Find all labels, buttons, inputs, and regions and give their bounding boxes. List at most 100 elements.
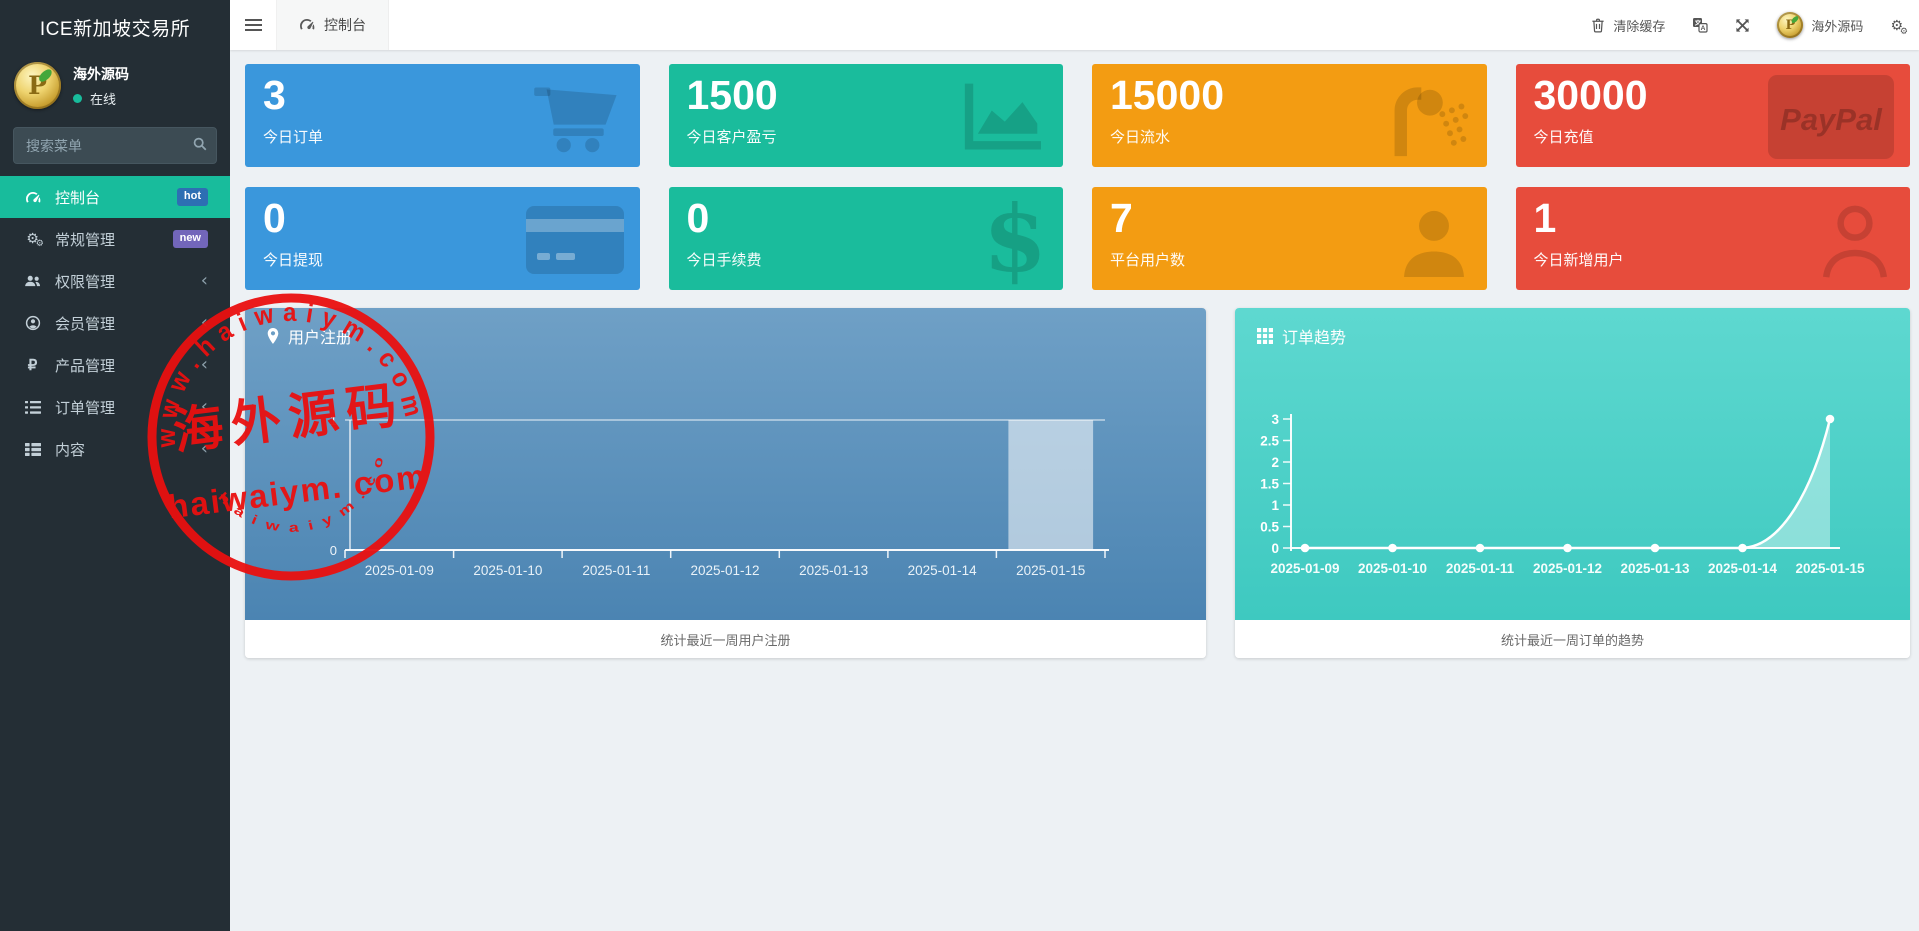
map-pin-icon [267,328,279,344]
stat-label: 今日客户盈亏 [686,128,777,146]
stat-card-new-users: 1 今日新增用户 [1515,187,1910,290]
svg-text:2025-01-12: 2025-01-12 [1533,561,1602,576]
chart-footer-caption: 统计最近一周用户注册 [245,620,1206,658]
order-trend-plot: 0 0.5 1 1.5 2 2.5 3 2025-01-09 2025-01-10 2025-01… [1260,412,1865,576]
svg-text:2025-01-14: 2025-01-14 [908,563,978,578]
search-input[interactable] [13,127,217,164]
chart-panel-user-registration: 用户注册 2025-01-09 2025-01-10 2025-01-11 2025-… [245,308,1206,658]
stat-card-today-fee: 0 今日手续费 $ [668,187,1063,290]
tab-dashboard[interactable]: 控制台 [276,0,389,50]
sidebar-item-general[interactable]: ⚙ ⚙ 常规管理 new [0,218,230,260]
navbar-user-menu[interactable]: P 海外源码 [1777,12,1863,38]
language-icon: A [1692,17,1709,33]
stat-label: 今日新增用户 [1533,251,1624,269]
svg-text:2025-01-11: 2025-01-11 [582,563,650,578]
search-icon[interactable] [193,137,207,156]
paypal-icon: PayPal [1768,72,1894,161]
sidebar-item-label: 内容 [55,441,86,459]
stat-value: 7 [1110,195,1133,241]
chevron-left-icon: ‹ [200,438,208,459]
navbar-fullscreen[interactable] [1735,18,1750,33]
navbar-clear-cache[interactable]: 清除缓存 [1591,16,1665,35]
sidebar: ICE新加坡交易所 P 海外源码 在线 控制台 hot ⚙⚙ 常规管理 new 权限管理 ‹… [0,0,230,931]
svg-text:2025-01-15: 2025-01-15 [1016,563,1085,578]
user-registration-chart: 用户注册 2025-01-09 2025-01-10 2025-01-11 2025-… [245,308,1206,620]
list-icon [22,400,43,414]
stat-card-platform-users: 7 平台用户数 [1092,187,1487,290]
stat-label: 平台用户数 [1110,251,1186,269]
sidebar-item-label: 控制台 [55,189,101,207]
chart-panel-order-trend: 订单趋势 0 0.5 1 1.5 2 2.5 3 2025-01-09 2025-01-10 20… [1235,308,1910,658]
svg-text:1: 1 [330,413,337,428]
online-dot-icon [73,93,82,103]
stat-label: 今日订单 [263,128,324,146]
navbar-action-label: 清除缓存 [1613,18,1666,34]
shower-icon [1385,72,1471,161]
sidebar-menu: 控制台 hot ⚙ ⚙ 常规管理 new 权限管理 ‹ 会员管理 ‹ ₽ 产品管理 ‹ 订单管理 ‹ 内容 ‹ [0,176,230,470]
svg-text:A: A [1701,25,1706,32]
chevron-left-icon: ‹ [200,312,208,333]
menu-badge: hot [176,188,208,206]
stat-value: 1 [1533,195,1557,241]
sidebar-item-member[interactable]: 会员管理 ‹ [0,302,230,344]
svg-text:2025-01-12: 2025-01-12 [690,563,759,578]
svg-text:2025-01-15: 2025-01-15 [1795,561,1865,576]
tab-label: 控制台 [324,17,366,33]
stat-label: 今日手续费 [686,251,762,269]
stat-value: 3 [263,72,286,118]
cart-icon [532,72,624,161]
svg-text:2025-01-11: 2025-01-11 [1446,561,1515,576]
dashboard-icon [299,16,315,35]
navbar: 控制台 清除缓存 A P 海外源码 ⚙ ⚙ [230,0,1919,50]
svg-text:2025-01-09: 2025-01-09 [365,563,434,578]
svg-text:0.5: 0.5 [1260,520,1279,535]
navbar-actions: 清除缓存 A P 海外源码 ⚙ ⚙ [1591,0,1919,50]
stat-value: 0 [686,195,710,241]
chart-title: 用户注册 [288,330,353,347]
sidebar-item-order[interactable]: 订单管理 ‹ [0,386,230,428]
stat-label: 今日提现 [263,251,324,269]
user-status: 在线 [73,89,129,108]
svg-text:PayPal: PayPal [1780,102,1883,137]
sidebar-item-label: 订单管理 [55,399,116,417]
sidebar-item-label: 产品管理 [55,357,116,375]
svg-text:1.5: 1.5 [1260,477,1279,492]
chevron-left-icon: ‹ [200,354,208,375]
navbar-settings[interactable]: ⚙ ⚙ [1890,18,1908,37]
navbar-language[interactable]: A [1692,17,1709,33]
sidebar-item-content[interactable]: 内容 ‹ [0,428,230,470]
stat-card-today-withdraw: 0 今日提现 [245,187,640,290]
stat-cards-grid: 3 今日订单 1500 今日客户盈亏 15000 今日流水 30000 今日充值 PayPal 0… [245,64,1910,290]
stat-card-today-flow: 15000 今日流水 [1092,64,1487,167]
sidebar-item-label: 权限管理 [55,273,116,291]
th-list-icon [22,442,43,456]
user-name: 海外源码 [73,65,129,82]
navbar-action-label: 海外源码 [1811,18,1864,34]
area-chart-icon [957,72,1047,161]
chevron-left-icon: ‹ [200,270,208,291]
chevron-left-icon: ‹ [200,396,208,417]
ruble-icon: ₽ [27,356,38,374]
stat-value: 30000 [1533,72,1648,118]
user-outline-icon [1816,195,1894,284]
sidebar-item-auth[interactable]: 权限管理 ‹ [0,260,230,302]
avatar: P [14,62,61,109]
dashboard-icon [22,189,43,205]
svg-text:2025-01-09: 2025-01-09 [1270,561,1339,576]
users-icon [22,274,43,288]
stat-card-today-pnl: 1500 今日客户盈亏 [668,64,1063,167]
stat-card-today-orders: 3 今日订单 [245,64,640,167]
brand-title: ICE新加坡交易所 [39,18,191,40]
svg-text:0: 0 [1271,541,1279,556]
user-circle-icon [22,315,43,331]
sidebar-item-label: 常规管理 [55,231,116,249]
hamburger-menu-icon[interactable] [230,0,276,50]
svg-text:3: 3 [1271,412,1279,427]
sidebar-search [13,127,217,164]
sidebar-item-product[interactable]: ₽ 产品管理 ‹ [0,344,230,386]
sidebar-item-label: 会员管理 [55,315,116,333]
svg-text:2.5: 2.5 [1260,434,1279,449]
sidebar-item-dashboard[interactable]: 控制台 hot [0,176,230,218]
svg-text:0: 0 [330,543,337,558]
